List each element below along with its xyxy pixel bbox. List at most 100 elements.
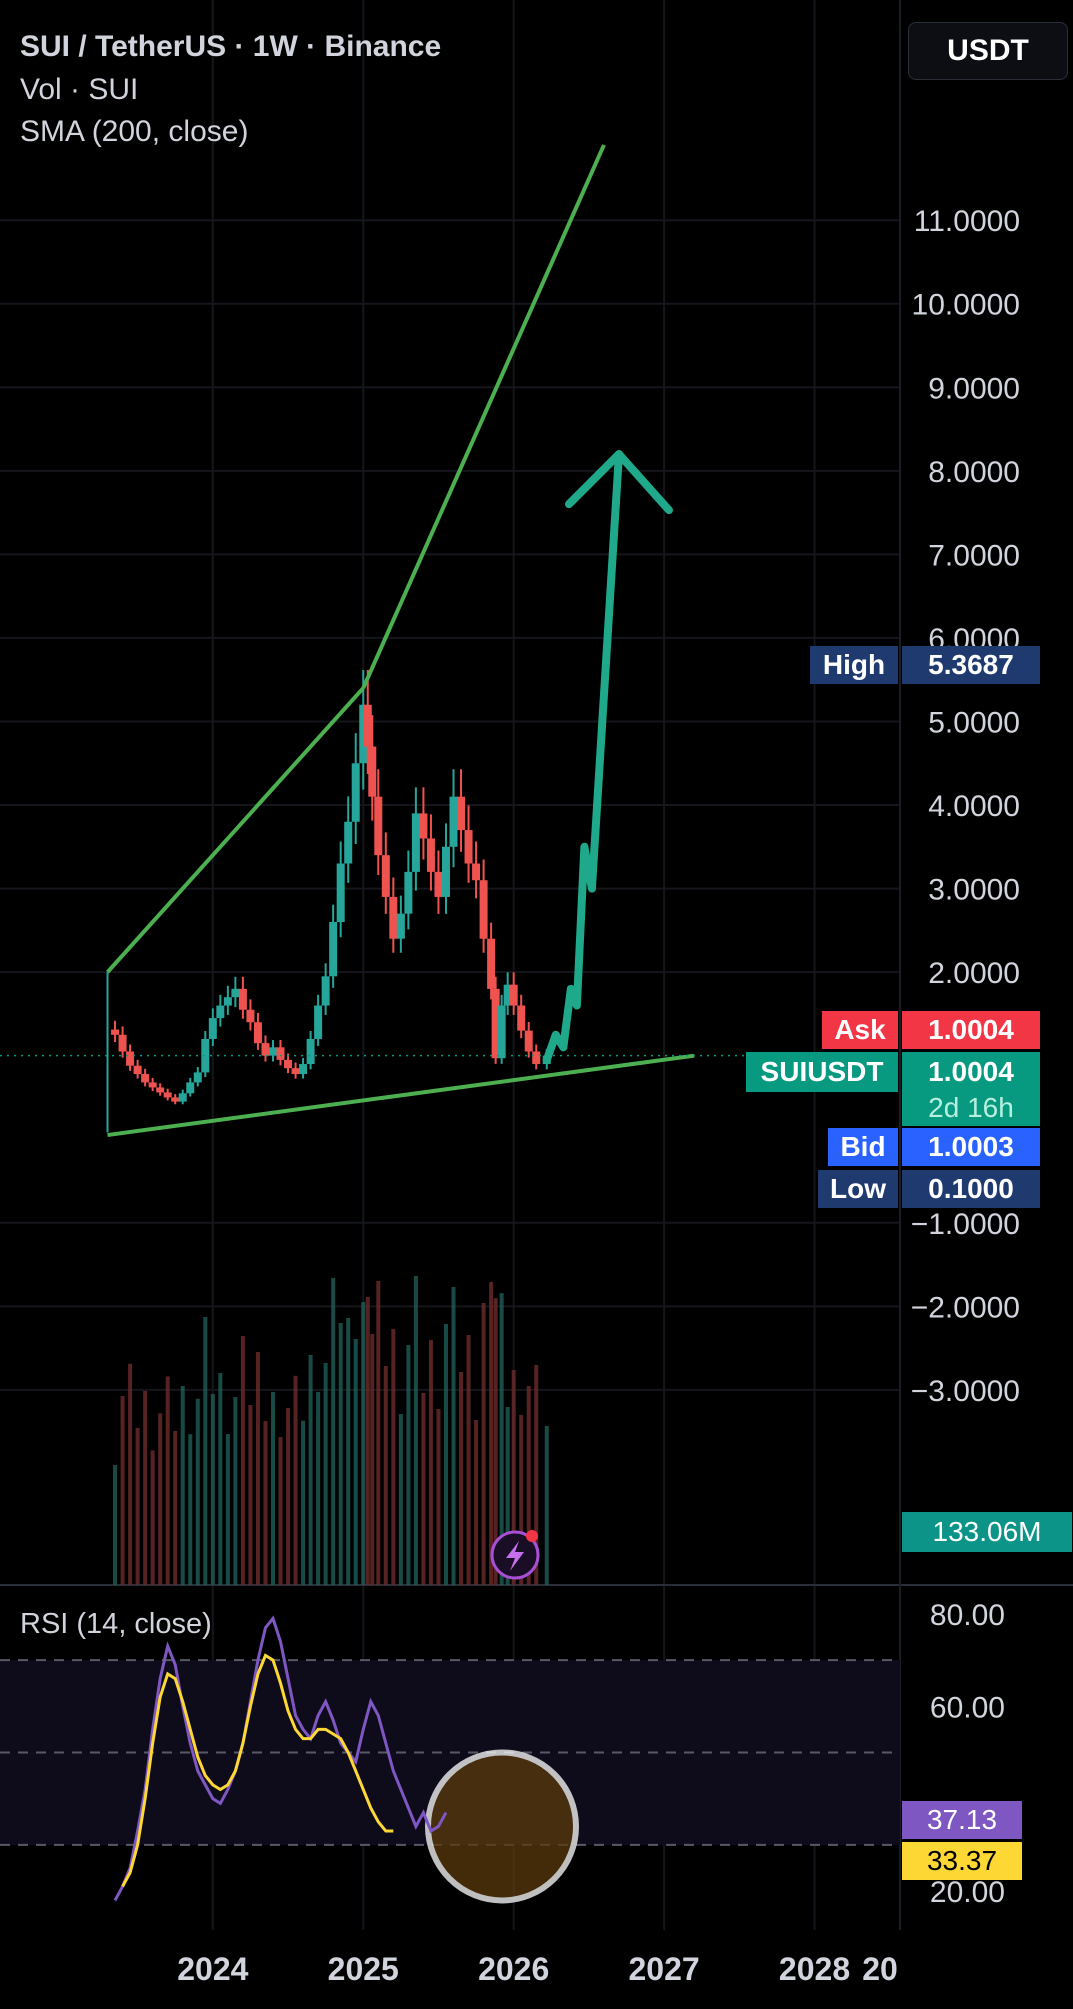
high-label: High [810,646,898,684]
volume-bar [270,1392,275,1585]
candle [441,846,450,897]
volume-bar [120,1396,125,1585]
candle [163,1092,172,1098]
currency-button[interactable]: USDT [908,22,1068,80]
candle [321,976,330,1006]
candle [509,984,518,1006]
volume-bar [233,1397,238,1585]
volume-bar [210,1394,215,1585]
candle [532,1051,541,1065]
notification-dot [526,1530,538,1542]
candle [156,1087,165,1093]
volume-bar [383,1366,388,1585]
x-tick-2: 2026 [478,1951,549,1987]
y-tick-9: 2.0000 [928,957,1020,990]
y-tick-12: −3.0000 [911,1375,1020,1408]
volume-bar [534,1365,539,1585]
candle [487,938,496,989]
volume-value: 133.06M [902,1512,1072,1552]
volume-bar [338,1323,343,1585]
candle [449,796,458,847]
y-tick-1: 10.0000 [912,289,1020,322]
candle [133,1065,142,1075]
volume-bar [406,1345,411,1585]
volume-bar [218,1373,223,1585]
volume-bar [391,1329,396,1585]
candle [434,871,443,897]
candle [178,1093,187,1102]
y-tick-0: 11.0000 [914,205,1020,238]
volume-bar [481,1303,486,1585]
candle [479,880,488,939]
volume-bar [499,1293,504,1585]
y-tick-2: 9.0000 [928,372,1020,405]
candle [141,1074,150,1083]
candle [201,1038,210,1073]
rsi-ma-line [121,1653,394,1888]
candle [118,1034,127,1052]
y-tick-8: 3.0000 [928,874,1020,907]
trendline-0 [106,686,365,974]
rsi-line [113,1615,448,1902]
volume-bar [353,1339,358,1585]
candle [268,1047,277,1056]
y-tick-11: −2.0000 [911,1291,1020,1324]
candle [261,1043,270,1056]
candle [186,1082,195,1094]
candle [336,863,345,922]
candle [314,1005,323,1039]
candle [216,1005,225,1019]
volume-bar [331,1278,336,1585]
volume-bar [451,1287,456,1585]
candle [404,871,413,914]
volume-bar [248,1405,253,1585]
volume-bar [263,1421,268,1585]
candle [368,746,377,797]
volume-bar [203,1317,208,1585]
x-tick-3: 2027 [629,1951,700,1987]
volume-bar [493,1298,498,1585]
projection-arrow [542,450,623,1064]
candle [381,855,390,897]
candle [253,1022,262,1044]
trendline-1 [361,144,606,689]
volume-bar [376,1281,381,1585]
volume-bar [255,1352,260,1585]
volume-bar [135,1428,140,1585]
candle [246,1009,255,1023]
chart-title: SUI / TetherUS · 1W · Binance [20,30,442,63]
candle [491,988,500,1059]
volume-bar [489,1282,494,1585]
candle [126,1051,135,1066]
candle [497,1005,506,1059]
y-tick-3: 8.0000 [928,456,1020,489]
candle [464,830,473,864]
candle [396,913,405,939]
sma-legend: SMA (200, close) [20,115,249,148]
candle [299,1064,308,1075]
volume-bar [370,1334,375,1585]
bid-value: 1.0003 [902,1128,1040,1166]
x-tick-5: 20 [862,1951,898,1987]
last-price: 1.0004 [902,1052,1040,1092]
candle [208,1018,217,1039]
candle [111,1029,120,1035]
y-tick-7: 4.0000 [928,790,1020,823]
ask-value: 1.0004 [902,1011,1040,1049]
flash-icon-bolt [506,1541,524,1571]
low-value: 0.1000 [902,1170,1040,1208]
candle [457,796,466,831]
candle [344,821,353,864]
candle [374,796,383,856]
volume-bar [346,1318,351,1585]
candle [171,1097,180,1102]
candle [351,763,360,822]
candle [291,1068,300,1075]
rsi-legend: RSI (14, close) [20,1608,212,1640]
volume-bar [240,1336,245,1585]
y-tick-4: 7.0000 [928,539,1020,572]
high-value: 5.3687 [902,646,1040,684]
rsi-ma-value: 33.37 [902,1842,1022,1880]
candle [284,1059,293,1069]
